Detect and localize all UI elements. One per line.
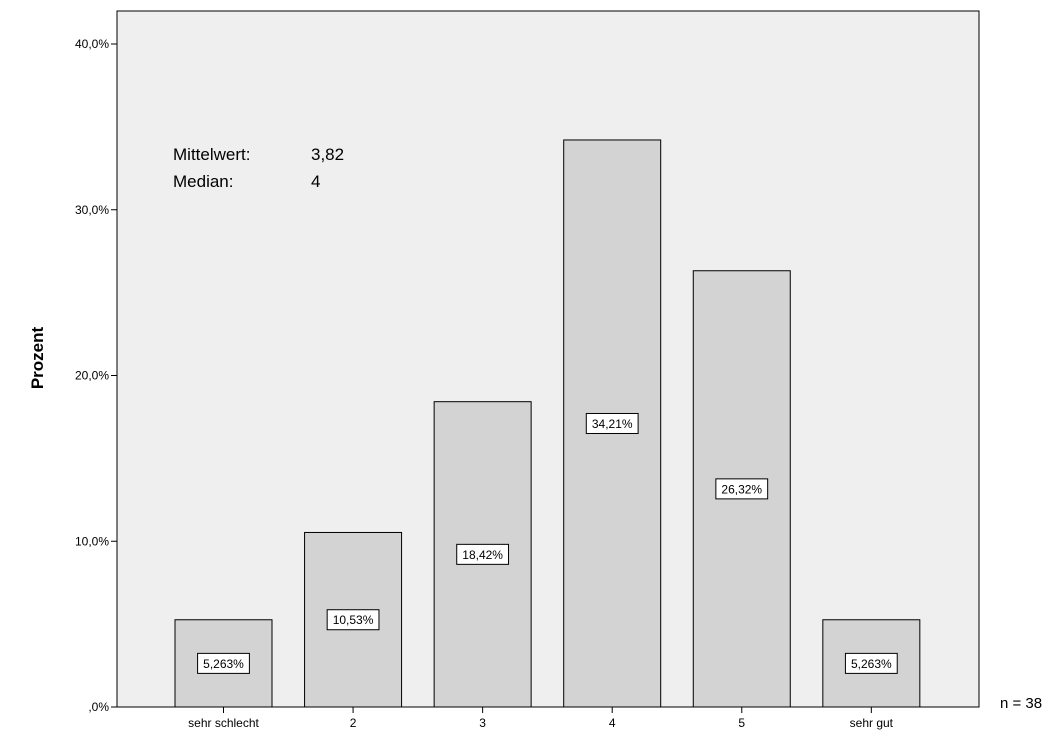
x-tick-label: sehr schlecht (188, 716, 259, 730)
mean-value: 3,82 (311, 145, 344, 164)
x-tick-label: sehr gut (850, 716, 894, 730)
median-value: 4 (311, 172, 320, 191)
data-label-box (197, 652, 250, 674)
y-axis: ,0% 10,0% 20,0% 30,0% 40,0% (75, 37, 117, 714)
data-label: 18,42% (462, 548, 503, 562)
data-label: 5,263% (203, 657, 244, 671)
data-label-box (326, 609, 380, 631)
y-tick-label: ,0% (88, 700, 109, 714)
data-label-box (844, 652, 898, 674)
data-label: 10,53% (333, 613, 374, 627)
y-axis-label: Prozent (28, 326, 47, 389)
data-label-box (585, 412, 639, 434)
data-label: 5,263% (851, 657, 892, 671)
plot-area (116, 10, 980, 708)
y-tick-label: 20,0% (75, 369, 109, 383)
x-tick-label: 4 (609, 716, 616, 730)
y-tick-label: 10,0% (75, 534, 109, 548)
data-label: 34,21% (592, 417, 633, 431)
mean-label: Mittelwert: (173, 145, 250, 164)
x-tick-label: 5 (738, 716, 745, 730)
data-label-box (456, 543, 510, 565)
bars: 5,263% 10,53% 18,42% 34,21% 26,32% 5,263% (174, 139, 921, 708)
x-tick-label: 3 (479, 716, 486, 730)
y-tick-label: 40,0% (75, 37, 109, 51)
x-axis: sehr schlecht 2 3 4 5 sehr gut (188, 707, 894, 730)
data-label: 26,32% (721, 482, 762, 496)
sample-size: n = 38 (1000, 695, 1042, 712)
x-tick-label: 2 (350, 716, 357, 730)
median-label: Median: (173, 172, 233, 191)
data-label-box (715, 478, 769, 500)
y-tick-label: 30,0% (75, 203, 109, 217)
